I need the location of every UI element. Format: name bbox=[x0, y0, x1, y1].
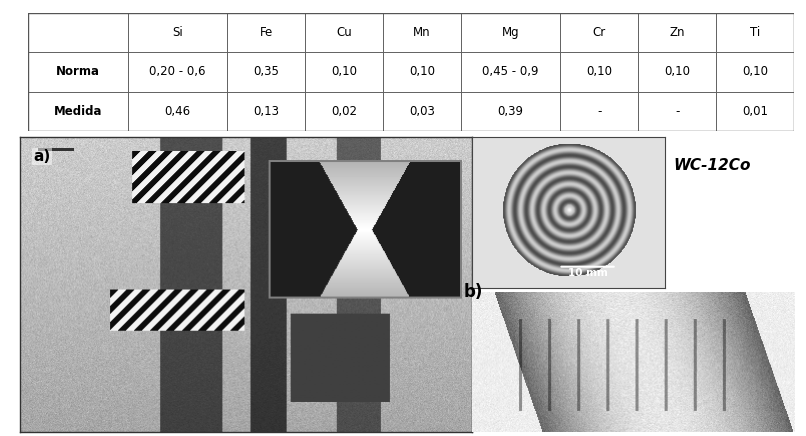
Bar bbox=[560, 13, 638, 52]
Text: 0,46: 0,46 bbox=[164, 105, 190, 118]
Text: WC-12Co: WC-12Co bbox=[673, 158, 750, 173]
Text: -: - bbox=[597, 105, 601, 118]
Text: 0,03: 0,03 bbox=[409, 105, 434, 118]
Text: 0,35: 0,35 bbox=[253, 65, 279, 78]
Bar bbox=[461, 92, 560, 131]
Bar bbox=[383, 13, 461, 52]
Bar bbox=[28, 13, 127, 52]
Bar bbox=[461, 52, 560, 92]
Text: 0,10: 0,10 bbox=[664, 65, 690, 78]
Text: Fe: Fe bbox=[260, 26, 272, 39]
Text: 0,10: 0,10 bbox=[742, 65, 768, 78]
Text: 0,39: 0,39 bbox=[497, 105, 524, 118]
Text: 0,13: 0,13 bbox=[253, 105, 279, 118]
Text: b): b) bbox=[463, 283, 483, 301]
Text: 0,20 - 0,6: 0,20 - 0,6 bbox=[149, 65, 206, 78]
Text: Cr: Cr bbox=[592, 26, 606, 39]
Text: 0,10: 0,10 bbox=[586, 65, 613, 78]
Bar bbox=[716, 92, 794, 131]
Text: 0,10: 0,10 bbox=[409, 65, 435, 78]
Text: Mn: Mn bbox=[413, 26, 430, 39]
Bar bbox=[638, 13, 716, 52]
Text: 0,01: 0,01 bbox=[742, 105, 768, 118]
Bar bbox=[227, 92, 305, 131]
Text: Ti: Ti bbox=[750, 26, 760, 39]
Text: 0,02: 0,02 bbox=[331, 105, 357, 118]
Bar bbox=[305, 13, 383, 52]
Bar bbox=[227, 13, 305, 52]
Text: Norma: Norma bbox=[56, 65, 100, 78]
Bar bbox=[383, 92, 461, 131]
Text: Medida: Medida bbox=[54, 105, 102, 118]
Bar bbox=[461, 13, 560, 52]
Text: 0,10: 0,10 bbox=[331, 65, 357, 78]
Bar bbox=[127, 13, 227, 52]
Text: Mg: Mg bbox=[502, 26, 519, 39]
Text: 10 mm: 10 mm bbox=[567, 268, 608, 278]
Text: Zn: Zn bbox=[669, 26, 685, 39]
Bar bbox=[638, 92, 716, 131]
Text: Si: Si bbox=[172, 26, 183, 39]
Bar bbox=[383, 52, 461, 92]
Bar bbox=[560, 92, 638, 131]
Bar bbox=[305, 52, 383, 92]
Bar bbox=[127, 92, 227, 131]
Bar bbox=[305, 92, 383, 131]
Bar bbox=[560, 52, 638, 92]
Text: a): a) bbox=[34, 149, 51, 164]
Text: -: - bbox=[675, 105, 679, 118]
Bar bbox=[227, 52, 305, 92]
Bar bbox=[127, 52, 227, 92]
Text: 0,45 - 0,9: 0,45 - 0,9 bbox=[482, 65, 538, 78]
Bar bbox=[638, 52, 716, 92]
Bar bbox=[28, 92, 127, 131]
Bar bbox=[716, 52, 794, 92]
Bar bbox=[716, 13, 794, 52]
Bar bbox=[28, 52, 127, 92]
Text: Cu: Cu bbox=[336, 26, 352, 39]
